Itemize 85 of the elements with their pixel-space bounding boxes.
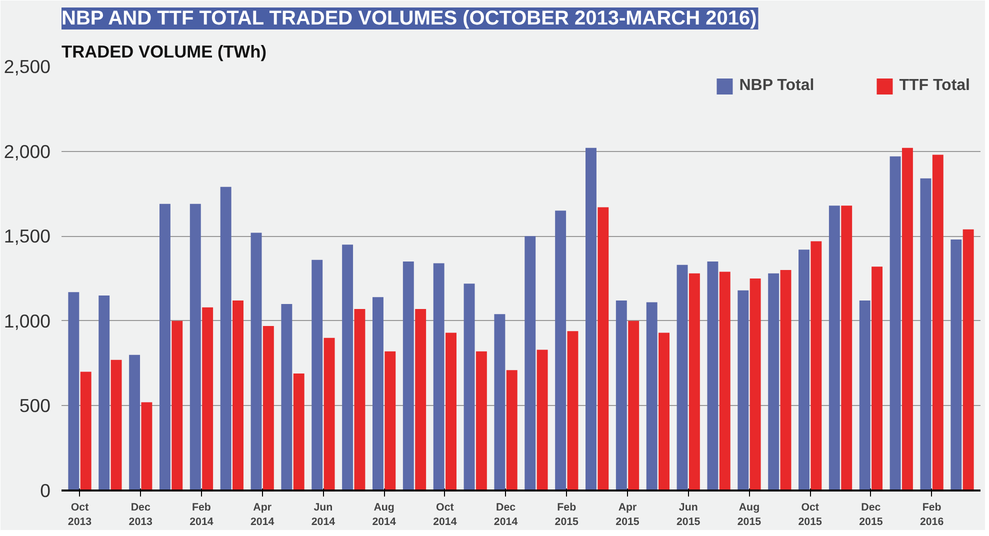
- bar: [859, 300, 870, 490]
- bar: [524, 236, 536, 490]
- x-tick-label: Dec 2014: [494, 502, 518, 528]
- x-tick-label: Oct 2014: [433, 502, 457, 528]
- bar: [354, 309, 366, 490]
- bar: [628, 320, 640, 490]
- bar: [676, 264, 688, 490]
- x-tick-label: Aug 2014: [372, 502, 396, 528]
- bar: [555, 210, 566, 490]
- bar: [810, 241, 822, 490]
- x-tick-label: Feb 2016: [920, 502, 944, 528]
- bar: [902, 148, 913, 490]
- x-tick-label: Jun 2014: [311, 502, 336, 528]
- bar: [616, 300, 627, 490]
- bar: [202, 307, 214, 490]
- bar: [110, 360, 122, 490]
- bar: [658, 332, 670, 490]
- bar: [707, 262, 718, 490]
- y-tick-label: 500: [19, 395, 51, 416]
- bar: [324, 338, 335, 490]
- bar: [798, 250, 810, 490]
- bar: [950, 239, 962, 490]
- bar: [586, 148, 596, 490]
- bar: [646, 302, 658, 490]
- bar: [68, 292, 80, 490]
- bar: [220, 186, 232, 490]
- bar: [172, 320, 183, 490]
- x-tick-label: Apr 2015: [616, 502, 640, 528]
- x-tick-label: Dec 2015: [859, 502, 883, 528]
- bar: [129, 354, 140, 490]
- bar: [402, 262, 414, 490]
- y-tick-label: 0: [40, 480, 51, 501]
- bar: [98, 295, 110, 490]
- y-tick-label: 2,500: [4, 56, 50, 77]
- bar: [384, 351, 396, 490]
- bar: [312, 260, 323, 490]
- bar: [232, 300, 244, 490]
- bar: [890, 156, 901, 490]
- bar: [159, 204, 170, 490]
- bar: [446, 332, 456, 490]
- chart-title: NBP AND TTF TOTAL TRADED VOLUMES (OCTOBER 2013-MARCH 2016): [62, 8, 757, 30]
- bar: [262, 326, 274, 490]
- bar: [250, 232, 262, 490]
- x-tick-label: Feb 2014: [190, 502, 214, 528]
- legend-label: TTF Total: [899, 77, 970, 95]
- x-tick-label: Aug 2015: [737, 502, 762, 528]
- y-axis-title: TRADED VOLUME (TWh): [62, 42, 267, 62]
- bar: [780, 270, 792, 490]
- bar: [688, 273, 700, 490]
- legend-label: NBP Total: [739, 77, 814, 95]
- bar: [190, 204, 201, 490]
- x-tick-label: Feb 2015: [554, 502, 579, 528]
- bar: [841, 206, 852, 490]
- bar: [828, 206, 840, 490]
- bar: [281, 304, 292, 490]
- bar: [372, 297, 384, 490]
- y-tick-label: 1,000: [4, 310, 50, 332]
- bar: [80, 372, 92, 490]
- bar: [293, 373, 304, 490]
- bar: [464, 284, 475, 490]
- bar: [476, 351, 487, 490]
- bar: [768, 273, 780, 490]
- bar: [567, 331, 578, 490]
- bar: [872, 266, 883, 490]
- bar: [750, 278, 761, 490]
- bar: [141, 402, 152, 490]
- bar: [536, 350, 548, 490]
- bar: [342, 244, 354, 490]
- bar: [494, 314, 506, 490]
- bar: [415, 309, 426, 490]
- x-tick-label: Jun 2015: [676, 502, 700, 528]
- x-tick-label: Apr 2014: [250, 502, 274, 528]
- bar: [920, 178, 932, 490]
- bar: [506, 370, 518, 490]
- bar: [738, 290, 749, 490]
- x-tick-label: Oct 2015: [798, 502, 822, 528]
- x-tick-label: Dec 2013: [128, 502, 153, 528]
- bar: [962, 229, 974, 490]
- bar: [719, 272, 730, 490]
- bar: [433, 263, 444, 490]
- y-tick-label: 1,500: [4, 226, 50, 247]
- bar: [598, 207, 609, 490]
- y-tick-label: 2,000: [4, 140, 50, 162]
- x-tick-label: Oct 2013: [68, 502, 92, 528]
- bar: [932, 154, 944, 490]
